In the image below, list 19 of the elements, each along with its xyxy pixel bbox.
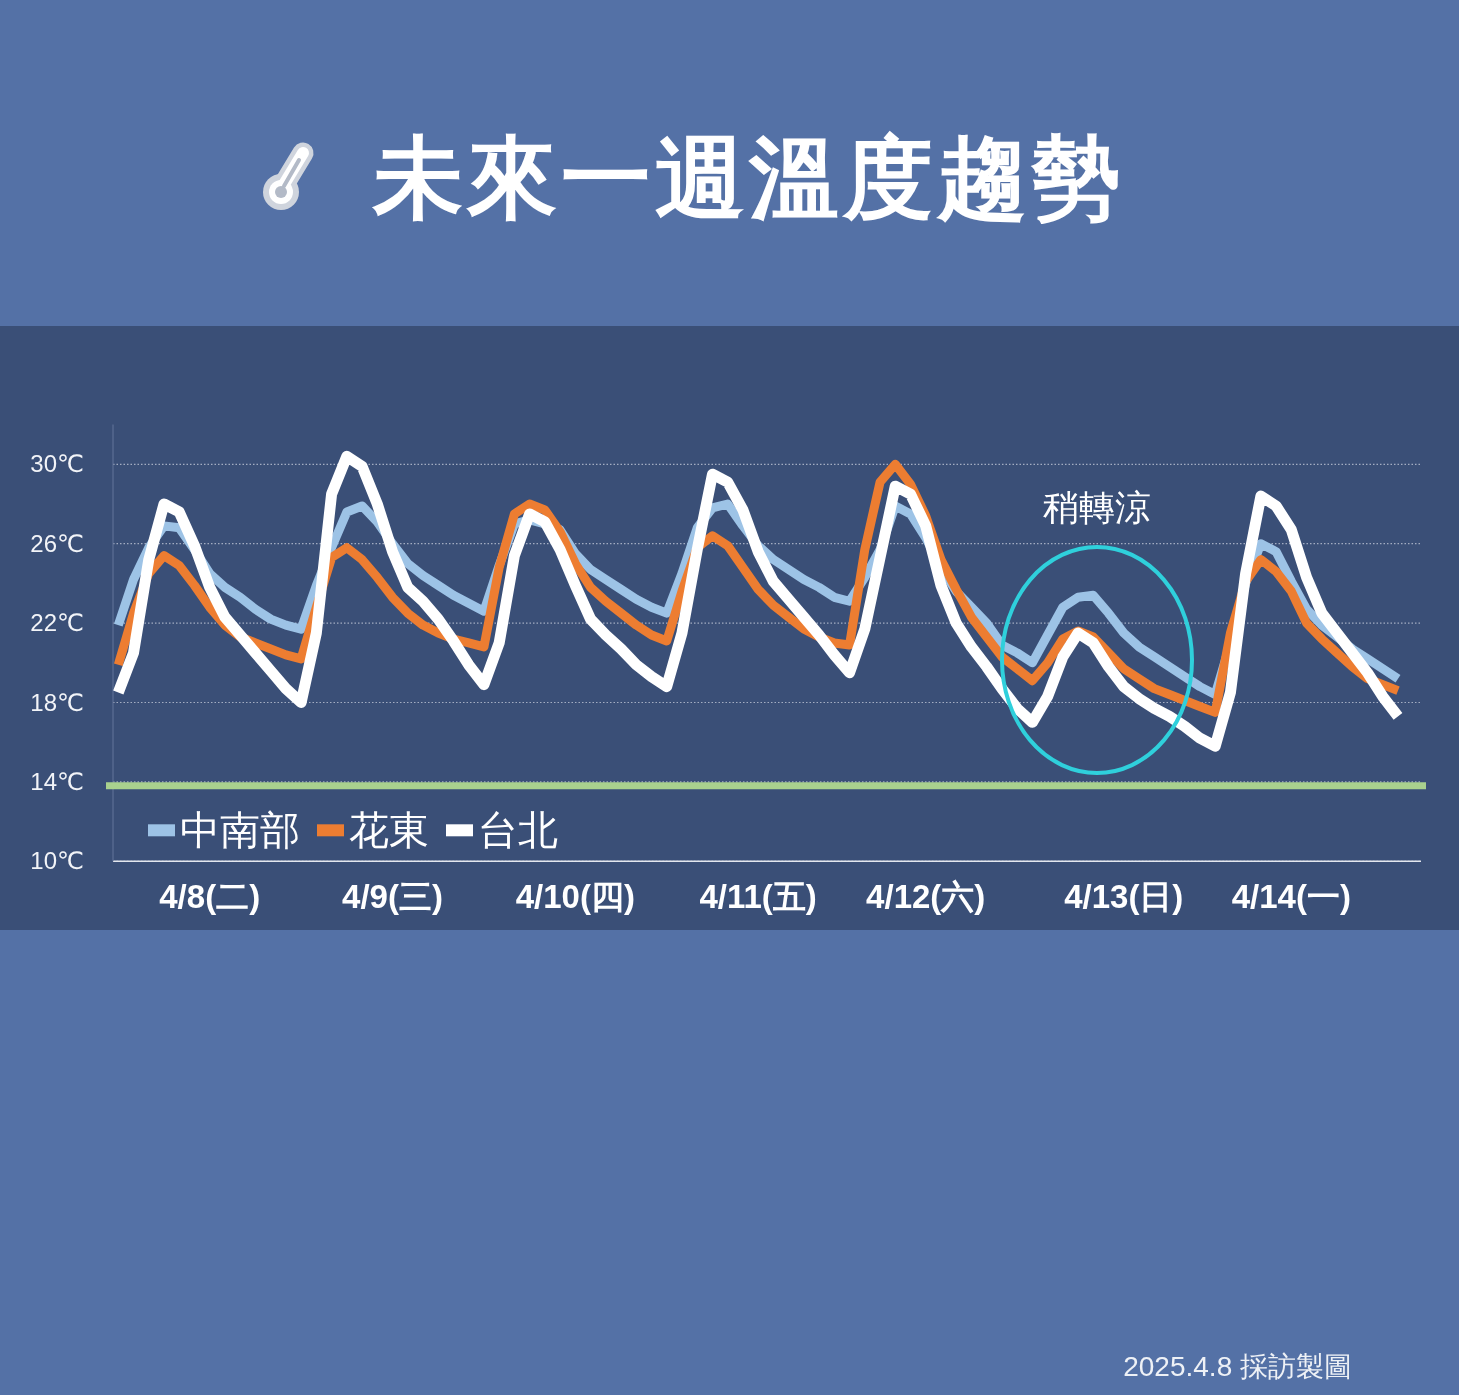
ytick-label: 26℃ — [30, 529, 84, 557]
ytick-label: 14℃ — [30, 767, 84, 795]
xtick-label: 4/9(三) — [342, 878, 443, 915]
ytick-label: 18℃ — [30, 688, 84, 716]
xtick-label: 4/13(日) — [1064, 878, 1184, 915]
xtick-label: 4/12(六) — [866, 878, 986, 915]
legend-label: 中南部 — [180, 808, 300, 853]
ytick-label: 30℃ — [30, 450, 84, 478]
title: 未來一週溫度趨勢 — [373, 128, 1125, 228]
xtick-label: 4/10(四) — [515, 878, 635, 915]
ytick-label: 10℃ — [30, 847, 84, 875]
xtick-label: 4/8(二) — [159, 878, 261, 915]
annotation: 稍轉涼 — [1043, 487, 1151, 528]
xtick-label: 4/14(一) — [1231, 878, 1351, 915]
xtick-label: 4/11(五) — [699, 878, 817, 915]
legend-label: 台北 — [478, 808, 558, 853]
ytick-label: 22℃ — [30, 609, 84, 637]
note: 2025.4.8 採訪製圖 — [1123, 1351, 1352, 1382]
legend-label: 花東 — [349, 808, 429, 853]
